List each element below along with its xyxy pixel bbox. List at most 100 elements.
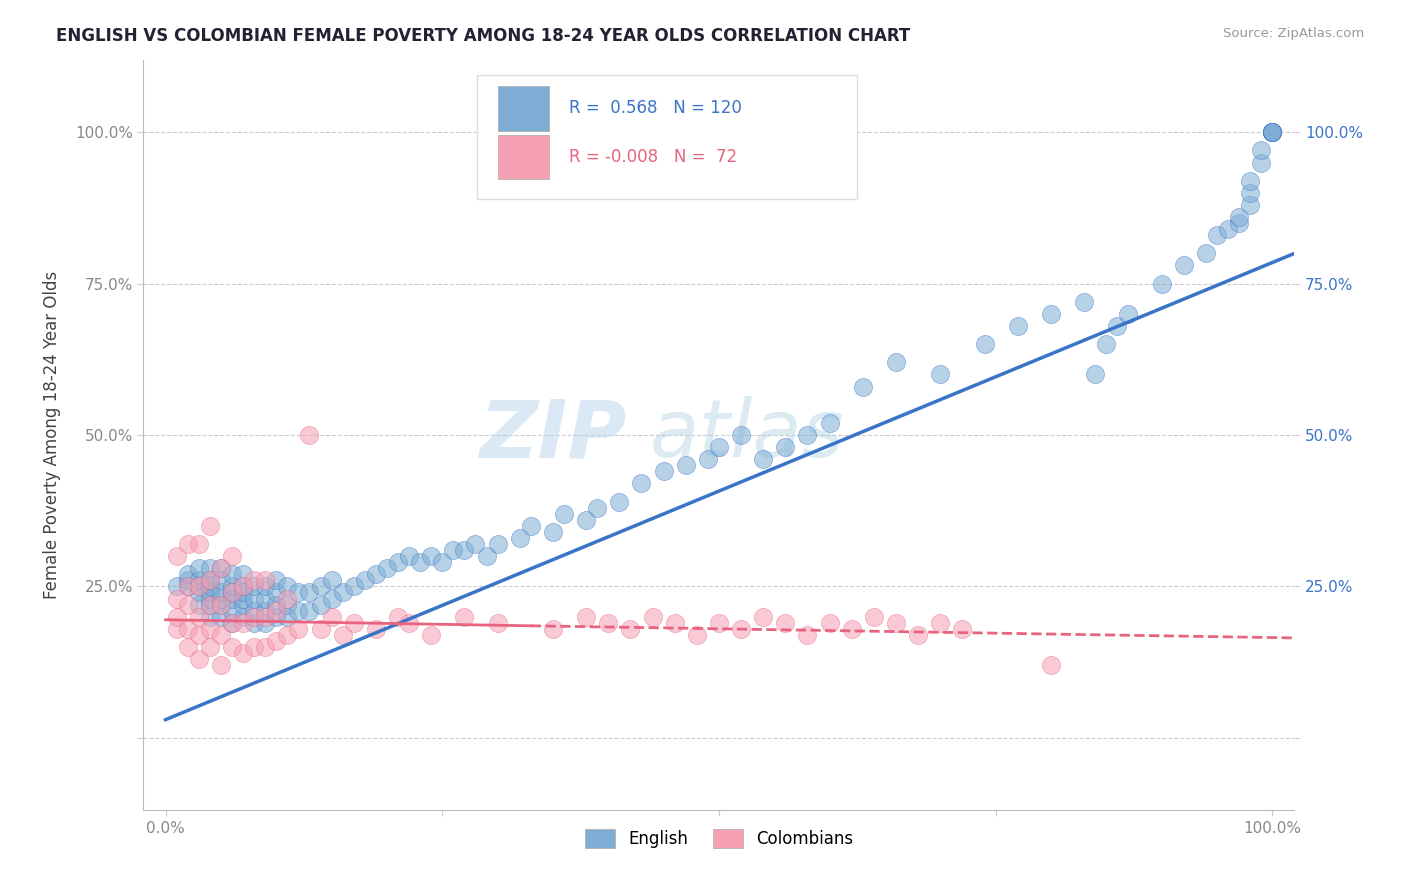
Point <box>598 615 620 630</box>
Point <box>243 591 266 606</box>
Point <box>398 549 420 563</box>
Point <box>221 579 243 593</box>
Text: atlas: atlas <box>650 396 845 474</box>
Point <box>243 579 266 593</box>
Legend: English, Colombians: English, Colombians <box>578 822 860 855</box>
Point <box>264 609 287 624</box>
Point <box>209 561 232 575</box>
Text: Source: ZipAtlas.com: Source: ZipAtlas.com <box>1223 27 1364 40</box>
Point <box>166 549 188 563</box>
Point <box>1261 125 1284 139</box>
Point <box>232 591 254 606</box>
Point <box>420 628 443 642</box>
Point <box>232 615 254 630</box>
Point <box>176 640 198 654</box>
Point <box>707 440 730 454</box>
Point <box>254 615 277 630</box>
Point <box>309 579 332 593</box>
Point <box>221 591 243 606</box>
Point <box>198 622 221 636</box>
Point <box>675 458 697 473</box>
Point <box>232 567 254 582</box>
Point <box>607 494 630 508</box>
Point <box>1227 216 1250 230</box>
Point <box>1173 259 1195 273</box>
Point <box>198 609 221 624</box>
Point <box>752 452 775 467</box>
Point <box>264 574 287 588</box>
Point <box>221 615 243 630</box>
Point <box>221 549 243 563</box>
Point <box>929 615 952 630</box>
Point <box>232 579 254 593</box>
Point <box>852 379 875 393</box>
Point <box>209 561 232 575</box>
Point <box>664 615 686 630</box>
Point <box>775 440 797 454</box>
Point <box>309 598 332 612</box>
Point <box>775 615 797 630</box>
Point <box>176 567 198 582</box>
Point <box>276 591 298 606</box>
Point <box>243 640 266 654</box>
Point <box>276 628 298 642</box>
Point <box>187 579 209 593</box>
Point <box>198 591 221 606</box>
FancyBboxPatch shape <box>477 75 858 199</box>
Point <box>187 537 209 551</box>
Point <box>187 585 209 599</box>
Point <box>221 640 243 654</box>
Point <box>730 622 752 636</box>
Point <box>198 519 221 533</box>
Point <box>209 574 232 588</box>
Point <box>298 604 321 618</box>
Point <box>1107 319 1129 334</box>
Point <box>254 640 277 654</box>
Point <box>841 622 863 636</box>
Point <box>884 615 907 630</box>
Point <box>553 507 575 521</box>
Point <box>264 604 287 618</box>
Point <box>1261 125 1284 139</box>
Point <box>209 609 232 624</box>
Point <box>1250 155 1272 169</box>
Point <box>198 574 221 588</box>
Point <box>176 537 198 551</box>
Point <box>187 561 209 575</box>
Point <box>209 585 232 599</box>
Point <box>1261 125 1284 139</box>
Point <box>332 585 354 599</box>
Point <box>298 428 321 442</box>
Text: R =  0.568   N = 120: R = 0.568 N = 120 <box>569 99 742 118</box>
Point <box>221 585 243 599</box>
Point <box>1261 125 1284 139</box>
Point <box>1239 186 1261 200</box>
Point <box>464 537 486 551</box>
Point <box>187 579 209 593</box>
Point <box>198 598 221 612</box>
Point <box>198 574 221 588</box>
Point <box>364 567 387 582</box>
Point <box>364 622 387 636</box>
Point <box>952 622 974 636</box>
Point <box>1150 277 1173 291</box>
Point <box>287 622 309 636</box>
Point <box>1261 125 1284 139</box>
Point <box>973 337 995 351</box>
Point <box>187 574 209 588</box>
Point <box>486 615 509 630</box>
Point <box>1261 125 1284 139</box>
Point <box>520 519 543 533</box>
Point <box>198 579 221 593</box>
Point <box>332 628 354 642</box>
Point <box>321 591 343 606</box>
Point <box>686 628 709 642</box>
Point <box>209 598 232 612</box>
Point <box>198 640 221 654</box>
Point <box>321 609 343 624</box>
Point <box>243 609 266 624</box>
Point <box>221 567 243 582</box>
Point <box>187 628 209 642</box>
Point <box>1206 228 1229 243</box>
Point <box>243 615 266 630</box>
